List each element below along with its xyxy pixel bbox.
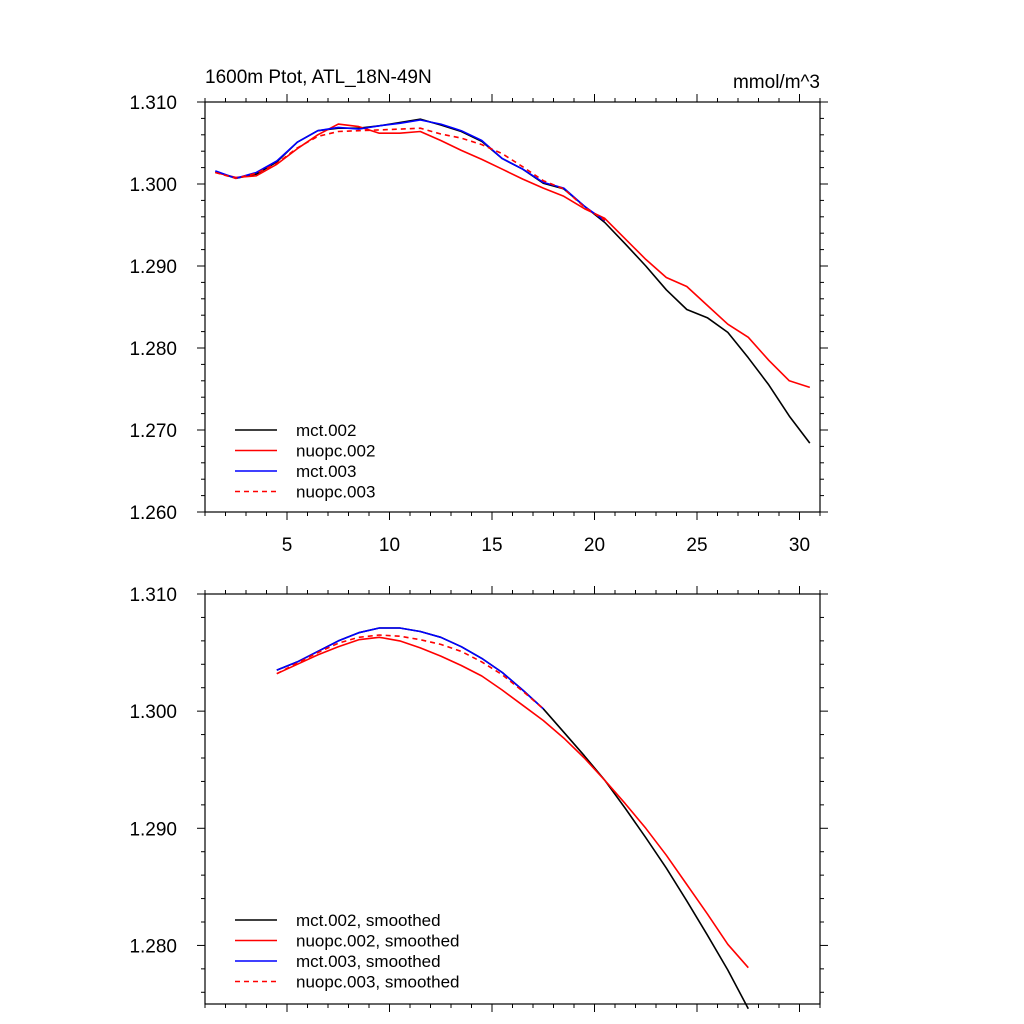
y-tick-label: 1.310: [129, 93, 177, 114]
y-tick-label: 1.280: [129, 339, 177, 360]
series-line: [215, 119, 606, 222]
legend-label: mct.003: [296, 462, 356, 481]
chart-title: 1600m Ptot, ATL_18N-49N: [205, 67, 432, 88]
x-tick-label: 20: [584, 535, 605, 556]
series-line: [276, 627, 544, 710]
x-tick-label: 15: [481, 535, 502, 556]
y-tick-label: 1.280: [129, 936, 177, 957]
legend-label: mct.002, smoothed: [296, 911, 441, 930]
y-tick-label: 1.260: [129, 503, 177, 524]
legend-label: mct.003, smoothed: [296, 952, 441, 971]
top-panel: 1600m Ptot, ATL_18N-49N mmol/m^3 5 10 15 20…: [129, 67, 828, 556]
y-tick-label: 1.300: [129, 702, 177, 723]
units-label: mmol/m^3: [733, 72, 820, 93]
legend-label: nuopc.002: [296, 442, 375, 461]
x-tick-label: 30: [789, 535, 810, 556]
y-tick-label: 1.290: [129, 257, 177, 278]
y-tick-label: 1.270: [129, 421, 177, 442]
series-line: [215, 123, 811, 389]
legend-label: mct.002: [296, 421, 356, 440]
y-tick-label: 1.290: [129, 819, 177, 840]
y-tick-label: 1.300: [129, 175, 177, 196]
legend-label: nuopc.002, smoothed: [296, 932, 460, 951]
legend-label: nuopc.003: [296, 483, 375, 502]
x-tick-label: 5: [282, 535, 293, 556]
series-line: [276, 634, 544, 710]
series-line: [215, 127, 606, 221]
x-tick-label: 10: [379, 535, 400, 556]
series-line: [215, 118, 811, 444]
legend-label: nuopc.003, smoothed: [296, 973, 460, 992]
bottom-panel: 1.280 1.290 1.300 1.310 mct.002, smoothed nuo…: [129, 585, 828, 1012]
y-tick-label: 1.310: [129, 585, 177, 606]
x-tick-label: 25: [686, 535, 707, 556]
series-line: [276, 636, 749, 969]
